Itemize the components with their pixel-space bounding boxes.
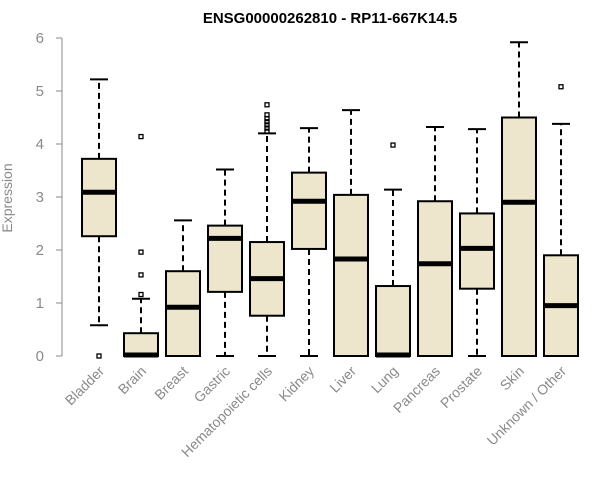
x-tick-label: Prostate	[437, 363, 485, 411]
iqr-box	[417, 200, 453, 357]
outlier-point	[264, 128, 270, 134]
iqr-box	[459, 212, 495, 290]
box-kidney	[291, 127, 327, 357]
outlier-point	[264, 112, 270, 118]
outlier-point	[96, 353, 102, 359]
y-tick-label: 2	[36, 242, 44, 259]
y-tick-label: 5	[36, 83, 44, 100]
iqr-box	[207, 224, 243, 293]
box-gastric	[207, 168, 243, 357]
x-tick-label: Liver	[326, 363, 359, 396]
box-prostate	[459, 128, 495, 357]
outlier-point	[558, 84, 564, 90]
y-tick-label: 0	[36, 348, 44, 365]
outlier-point	[138, 249, 144, 255]
y-axis-label: Expression	[0, 163, 15, 232]
outlier-point	[264, 119, 270, 125]
box-pancreas	[417, 126, 453, 357]
box-lung	[375, 142, 411, 358]
x-tick-label: Breast	[151, 363, 191, 403]
outlier-point	[390, 142, 396, 148]
y-tick-label: 4	[36, 136, 44, 153]
outlier-point	[264, 125, 270, 131]
y-axis-ticks: 0 1 2 3 4 5 6	[36, 30, 62, 365]
box-breast	[165, 219, 201, 358]
x-tick-label: Bladder	[62, 363, 108, 409]
iqr-box	[291, 171, 327, 250]
iqr-box	[81, 157, 117, 238]
box-skin	[501, 41, 537, 357]
chart-title: ENSG00000262810 - RP11-667K14.5	[203, 10, 457, 27]
iqr-box	[375, 285, 411, 358]
outlier-point	[264, 102, 270, 108]
y-tick-label: 6	[36, 30, 44, 47]
outlier-point	[264, 122, 270, 128]
outlier-point	[138, 291, 144, 298]
x-tick-label: Unknown / Other	[484, 363, 570, 449]
box-unknown-other	[543, 84, 579, 357]
outlier-point	[138, 133, 144, 140]
x-tick-label: Skin	[497, 363, 528, 394]
x-tick-label: Brain	[115, 363, 149, 397]
x-tick-label: Pancreas	[390, 363, 443, 416]
y-tick-label: 3	[36, 189, 44, 206]
iqr-box	[333, 193, 369, 357]
box-hematopoietic-cells	[249, 102, 285, 357]
box-bladder	[81, 78, 117, 359]
iqr-box	[165, 270, 201, 358]
box-series	[81, 41, 579, 359]
outlier-point	[138, 272, 144, 278]
x-tick-label: Lung	[368, 363, 401, 396]
x-tick-label: Kidney	[276, 363, 318, 405]
iqr-box	[501, 116, 537, 357]
box-brain	[123, 133, 159, 358]
box-liver	[333, 109, 369, 357]
y-tick-label: 1	[36, 295, 44, 312]
